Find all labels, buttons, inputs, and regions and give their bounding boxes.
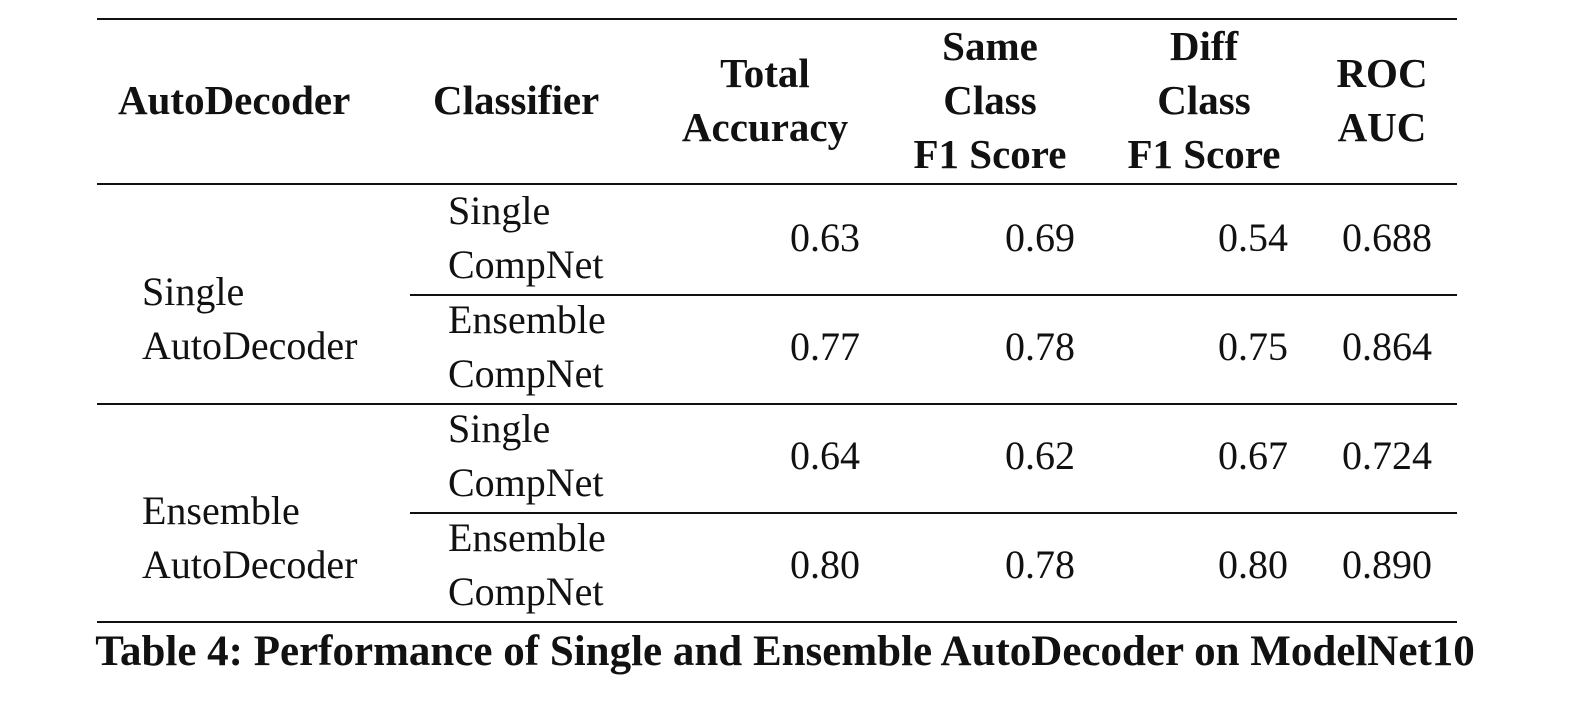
- header-bottom-rule: [97, 183, 1457, 185]
- cell-diff-class-f1: 0.80: [1218, 542, 1288, 587]
- table-caption: Table 4: Performance of Single and Ensem…: [95, 628, 1475, 675]
- header-roc-auc: ROC AUC: [1336, 50, 1428, 150]
- cell-diff-class-f1: 0.54: [1218, 215, 1288, 260]
- cell-same-class-f1: 0.78: [1005, 324, 1075, 369]
- cell-total-accuracy: 0.80: [790, 542, 860, 587]
- group2-row-divider: [410, 512, 1457, 514]
- header-classifier: Classifier: [433, 77, 600, 123]
- cell-total-accuracy: 0.77: [790, 324, 860, 369]
- cell-roc-auc: 0.864: [1342, 324, 1432, 369]
- cell-roc-auc: 0.890: [1342, 542, 1432, 587]
- header-total-accuracy: Total Accuracy: [681, 50, 849, 150]
- cell-diff-class-f1: 0.67: [1218, 433, 1288, 478]
- header-autodecoder: AutoDecoder: [118, 77, 351, 123]
- table-top-rule: [97, 18, 1457, 20]
- header-same-class-f1: Same Class F1 Score: [913, 23, 1067, 177]
- cell-same-class-f1: 0.78: [1005, 542, 1075, 587]
- cell-roc-auc: 0.688: [1342, 215, 1432, 260]
- row-classifier-label: Ensemble CompNet: [448, 297, 606, 396]
- row-classifier-label: Ensemble CompNet: [448, 515, 606, 614]
- cell-total-accuracy: 0.64: [790, 433, 860, 478]
- table-bottom-rule: [97, 621, 1457, 623]
- row-classifier-label: Single CompNet: [448, 406, 604, 505]
- cell-same-class-f1: 0.69: [1005, 215, 1075, 260]
- cell-roc-auc: 0.724: [1342, 433, 1432, 478]
- row-classifier-label: Single CompNet: [448, 188, 604, 287]
- group1-row-divider: [410, 294, 1457, 296]
- cell-same-class-f1: 0.62: [1005, 433, 1075, 478]
- cell-diff-class-f1: 0.75: [1218, 324, 1288, 369]
- header-diff-class-f1: Diff Class F1 Score: [1127, 23, 1281, 177]
- group-divider-rule: [97, 403, 1457, 405]
- cell-total-accuracy: 0.63: [790, 215, 860, 260]
- group-autodecoder-label: Single AutoDecoder: [142, 269, 358, 368]
- group-autodecoder-label: Ensemble AutoDecoder: [142, 488, 358, 587]
